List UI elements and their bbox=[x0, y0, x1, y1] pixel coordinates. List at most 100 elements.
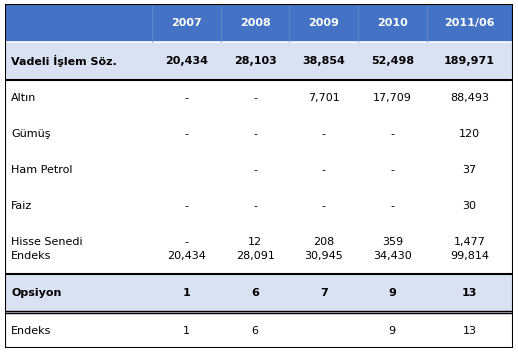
Bar bbox=[152, 42, 221, 81]
Text: 1: 1 bbox=[183, 288, 191, 298]
Text: 2007: 2007 bbox=[171, 18, 202, 28]
Text: 28,103: 28,103 bbox=[234, 56, 277, 66]
Text: -: - bbox=[184, 237, 189, 247]
Text: -: - bbox=[253, 165, 257, 175]
Bar bbox=[221, 224, 290, 274]
Bar bbox=[426, 116, 513, 152]
Text: -: - bbox=[253, 129, 257, 139]
Bar bbox=[221, 116, 290, 152]
Text: 52,498: 52,498 bbox=[371, 56, 414, 66]
Bar bbox=[5, 116, 152, 152]
Bar bbox=[221, 313, 290, 348]
Text: 20,434: 20,434 bbox=[167, 251, 206, 261]
Bar bbox=[290, 313, 358, 348]
Bar bbox=[221, 42, 290, 81]
Bar bbox=[5, 313, 152, 348]
Bar bbox=[358, 116, 426, 152]
Text: Opsiyon: Opsiyon bbox=[11, 288, 62, 298]
Bar bbox=[152, 274, 221, 313]
Text: -: - bbox=[184, 201, 189, 211]
Text: 13: 13 bbox=[463, 326, 477, 335]
Text: Endeks: Endeks bbox=[11, 251, 52, 261]
Bar bbox=[358, 42, 426, 81]
Bar bbox=[358, 224, 426, 274]
Text: 2008: 2008 bbox=[240, 18, 270, 28]
Text: 17,709: 17,709 bbox=[373, 93, 412, 103]
Bar bbox=[290, 4, 358, 42]
Bar bbox=[5, 274, 152, 313]
Bar bbox=[221, 274, 290, 313]
Bar bbox=[152, 4, 221, 42]
Text: 6: 6 bbox=[252, 326, 258, 335]
Text: 37: 37 bbox=[463, 165, 477, 175]
Text: -: - bbox=[184, 93, 189, 103]
Bar bbox=[426, 224, 513, 274]
Bar bbox=[221, 152, 290, 188]
Bar bbox=[152, 313, 221, 348]
Bar bbox=[426, 313, 513, 348]
Text: -: - bbox=[253, 93, 257, 103]
Bar bbox=[358, 274, 426, 313]
Text: 1: 1 bbox=[183, 326, 190, 335]
Bar bbox=[221, 188, 290, 224]
Bar bbox=[152, 188, 221, 224]
Text: 2009: 2009 bbox=[308, 18, 339, 28]
Bar bbox=[358, 4, 426, 42]
Text: Hisse Senedi: Hisse Senedi bbox=[11, 237, 83, 247]
Bar bbox=[426, 81, 513, 116]
Bar bbox=[5, 4, 152, 42]
Bar bbox=[426, 152, 513, 188]
Text: 7,701: 7,701 bbox=[308, 93, 340, 103]
Bar bbox=[358, 188, 426, 224]
Bar bbox=[290, 116, 358, 152]
Text: 88,493: 88,493 bbox=[450, 93, 489, 103]
Text: 99,814: 99,814 bbox=[450, 251, 489, 261]
Bar bbox=[152, 224, 221, 274]
Text: 13: 13 bbox=[462, 288, 478, 298]
Text: 359: 359 bbox=[382, 237, 403, 247]
Bar bbox=[221, 4, 290, 42]
Text: -: - bbox=[253, 201, 257, 211]
Bar bbox=[152, 81, 221, 116]
Bar bbox=[290, 42, 358, 81]
Text: -: - bbox=[322, 165, 326, 175]
Bar bbox=[290, 81, 358, 116]
Text: -: - bbox=[390, 129, 394, 139]
Bar bbox=[358, 152, 426, 188]
Text: 7: 7 bbox=[320, 288, 327, 298]
Text: -: - bbox=[184, 129, 189, 139]
Bar bbox=[5, 188, 152, 224]
Text: 208: 208 bbox=[313, 237, 334, 247]
Bar bbox=[426, 274, 513, 313]
Text: 2011/06: 2011/06 bbox=[444, 18, 495, 28]
Bar bbox=[5, 152, 152, 188]
Bar bbox=[221, 81, 290, 116]
Bar bbox=[290, 224, 358, 274]
Bar bbox=[5, 224, 152, 274]
Bar bbox=[358, 81, 426, 116]
Text: Altın: Altın bbox=[11, 93, 37, 103]
Text: 189,971: 189,971 bbox=[444, 56, 495, 66]
Bar bbox=[152, 116, 221, 152]
Bar bbox=[5, 42, 152, 81]
Text: 6: 6 bbox=[251, 288, 259, 298]
Text: -: - bbox=[322, 201, 326, 211]
Bar bbox=[152, 152, 221, 188]
Text: 28,091: 28,091 bbox=[236, 251, 275, 261]
Bar bbox=[426, 42, 513, 81]
Text: Ham Petrol: Ham Petrol bbox=[11, 165, 73, 175]
Text: Endeks: Endeks bbox=[11, 326, 52, 335]
Text: 2010: 2010 bbox=[377, 18, 408, 28]
Text: 9: 9 bbox=[388, 288, 396, 298]
Text: 30: 30 bbox=[463, 201, 477, 211]
Text: 20,434: 20,434 bbox=[165, 56, 208, 66]
Text: -: - bbox=[390, 201, 394, 211]
Bar bbox=[290, 188, 358, 224]
Text: -: - bbox=[390, 165, 394, 175]
Text: 9: 9 bbox=[388, 326, 396, 335]
Bar bbox=[426, 4, 513, 42]
Text: Gümüş: Gümüş bbox=[11, 129, 51, 139]
Text: Vadeli İşlem Söz.: Vadeli İşlem Söz. bbox=[11, 55, 117, 67]
Text: 38,854: 38,854 bbox=[303, 56, 345, 66]
Text: Faiz: Faiz bbox=[11, 201, 33, 211]
